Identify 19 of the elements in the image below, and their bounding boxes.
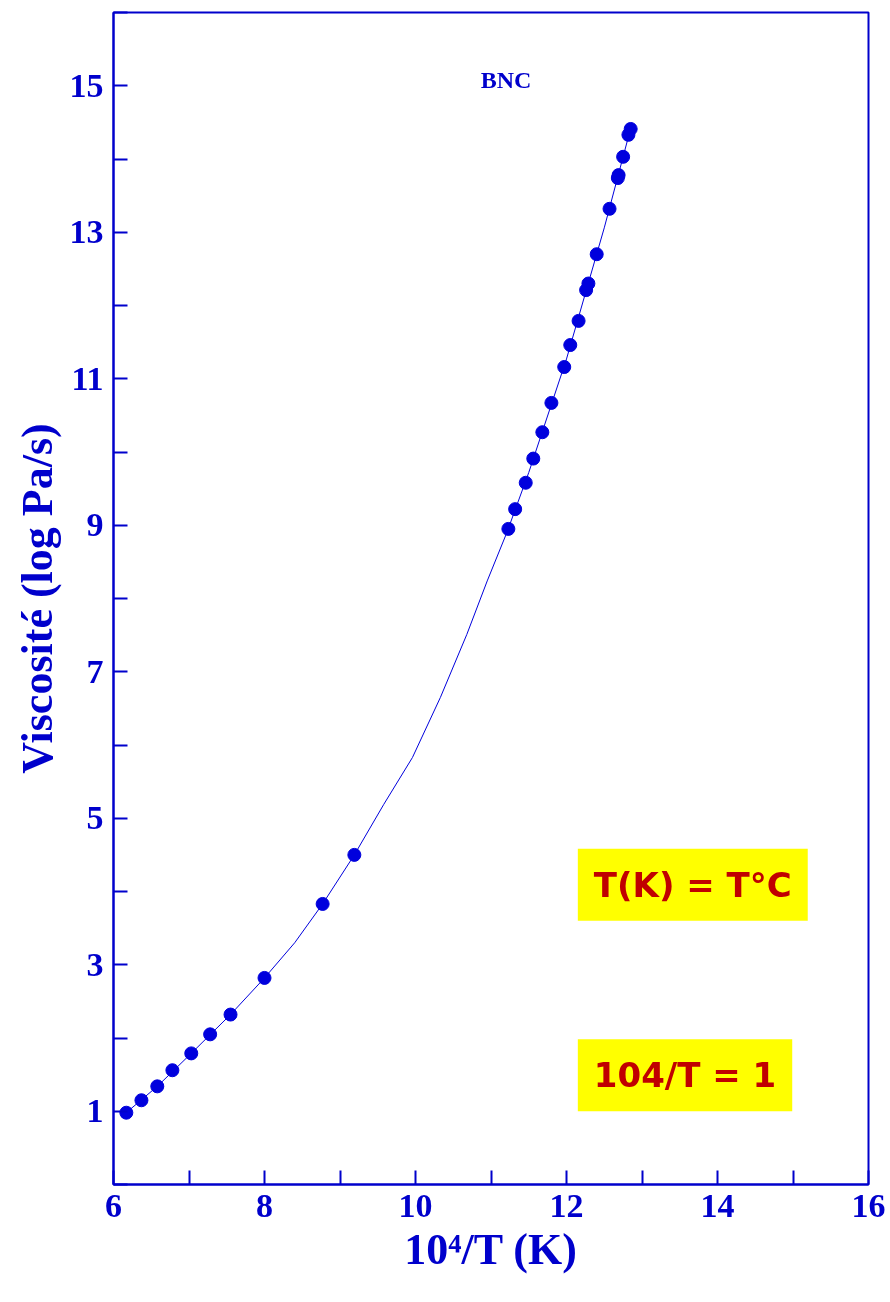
annotation: BNC (480, 67, 532, 94)
x-tick-label: 14 (700, 1186, 735, 1224)
y-tick-label: 11 (71, 359, 104, 397)
y-tick-label: 5 (86, 799, 104, 837)
y-tick-label: 1 (86, 1092, 104, 1130)
x-tick-label: 6 (105, 1186, 122, 1224)
y-tick-label: 7 (86, 652, 104, 690)
x-tick-label: 10 (398, 1186, 433, 1224)
annotation: T(K) = T°C (593, 864, 792, 905)
y-tick-label: 15 (69, 66, 104, 104)
y-tick-label: 3 (86, 945, 104, 983)
x-tick-label: 12 (549, 1186, 584, 1224)
y-axis-title: Viscosité (log Pa/s) (12, 423, 62, 774)
annotation: 104/T = 1 (593, 1055, 777, 1096)
x-tick-label: 8 (256, 1186, 273, 1224)
x-axis-title: 10⁴/T (K) (404, 1224, 577, 1274)
y-tick-label: 13 (69, 213, 104, 251)
y-tick-label: 9 (86, 506, 104, 544)
x-tick-label: 16 (851, 1186, 886, 1224)
